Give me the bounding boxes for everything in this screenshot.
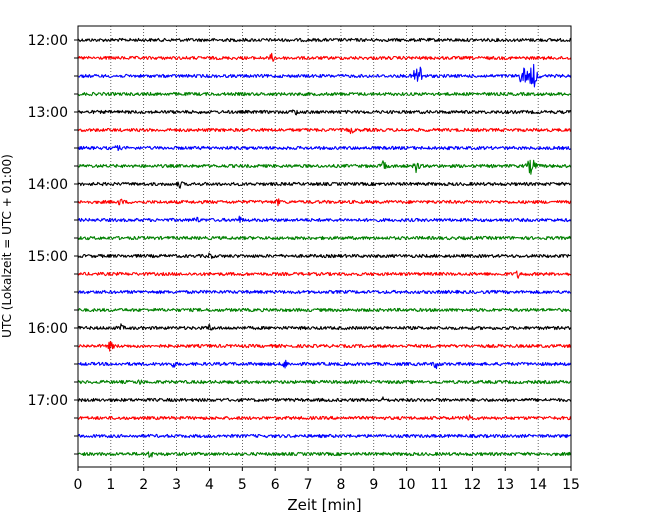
trace-line: [77, 340, 572, 352]
x-tick-label: 11: [431, 477, 449, 493]
trace-line: [77, 451, 572, 458]
x-tick-label: 10: [398, 477, 416, 493]
x-tick-label: 2: [139, 477, 148, 493]
x-tick-label: 4: [205, 477, 214, 493]
y-tick-label: 14:00: [28, 177, 68, 193]
x-tick-label: 12: [463, 477, 481, 493]
x-tick-label: 8: [336, 477, 345, 493]
trace-line: [77, 359, 572, 370]
x-axis-ticks: 0 1 2 3 4 5 6 7 8 9 10 11 12 13 14 15: [74, 467, 580, 493]
x-axis-label: Zeit [min]: [287, 496, 361, 514]
trace-line: [77, 323, 572, 331]
trace-line: [77, 181, 572, 189]
x-tick-label: 5: [238, 477, 247, 493]
y-axis-ticks: 12:00 13:00 14:00 15:00 16:00 17:00: [28, 33, 78, 455]
x-tick-label: 13: [496, 477, 514, 493]
y-tick-label: 17:00: [28, 393, 68, 409]
trace-line: [77, 235, 572, 241]
trace-line: [77, 159, 572, 175]
y-tick-label: 13:00: [28, 105, 68, 121]
x-tick-label: 3: [172, 477, 181, 493]
x-tick-label: 7: [304, 477, 313, 493]
trace-line: [77, 198, 572, 207]
y-tick-label: 15:00: [28, 249, 68, 265]
trace-line: [77, 396, 572, 403]
x-tick-label: 0: [74, 477, 83, 493]
trace-line: [77, 52, 572, 62]
trace-line: [77, 37, 572, 43]
seismogram-traces: [77, 37, 572, 458]
trace-line: [77, 379, 572, 385]
trace-line: [77, 91, 572, 97]
x-tick-label: 15: [562, 477, 580, 493]
trace-line: [78, 307, 572, 313]
x-tick-label: 9: [369, 477, 378, 493]
trace-line: [77, 109, 572, 116]
trace-line: [77, 145, 572, 152]
trace-line: [77, 215, 572, 224]
trace-line: [77, 63, 572, 88]
plot-frame: [77, 25, 572, 468]
x-tick-label: 6: [271, 477, 280, 493]
y-tick-label: 16:00: [28, 321, 68, 337]
trace-line: [77, 252, 572, 260]
trace-line: [77, 127, 572, 135]
x-tick-label: 1: [106, 477, 115, 493]
y-axis-label: UTC (Lokalzeit = UTC + 01:00): [0, 154, 14, 338]
trace-line: [77, 270, 572, 279]
y-tick-label: 12:00: [28, 33, 68, 49]
trace-line: [77, 433, 572, 439]
trace-line: [77, 289, 572, 295]
trace-line: [77, 414, 572, 421]
x-tick-label: 14: [529, 477, 547, 493]
